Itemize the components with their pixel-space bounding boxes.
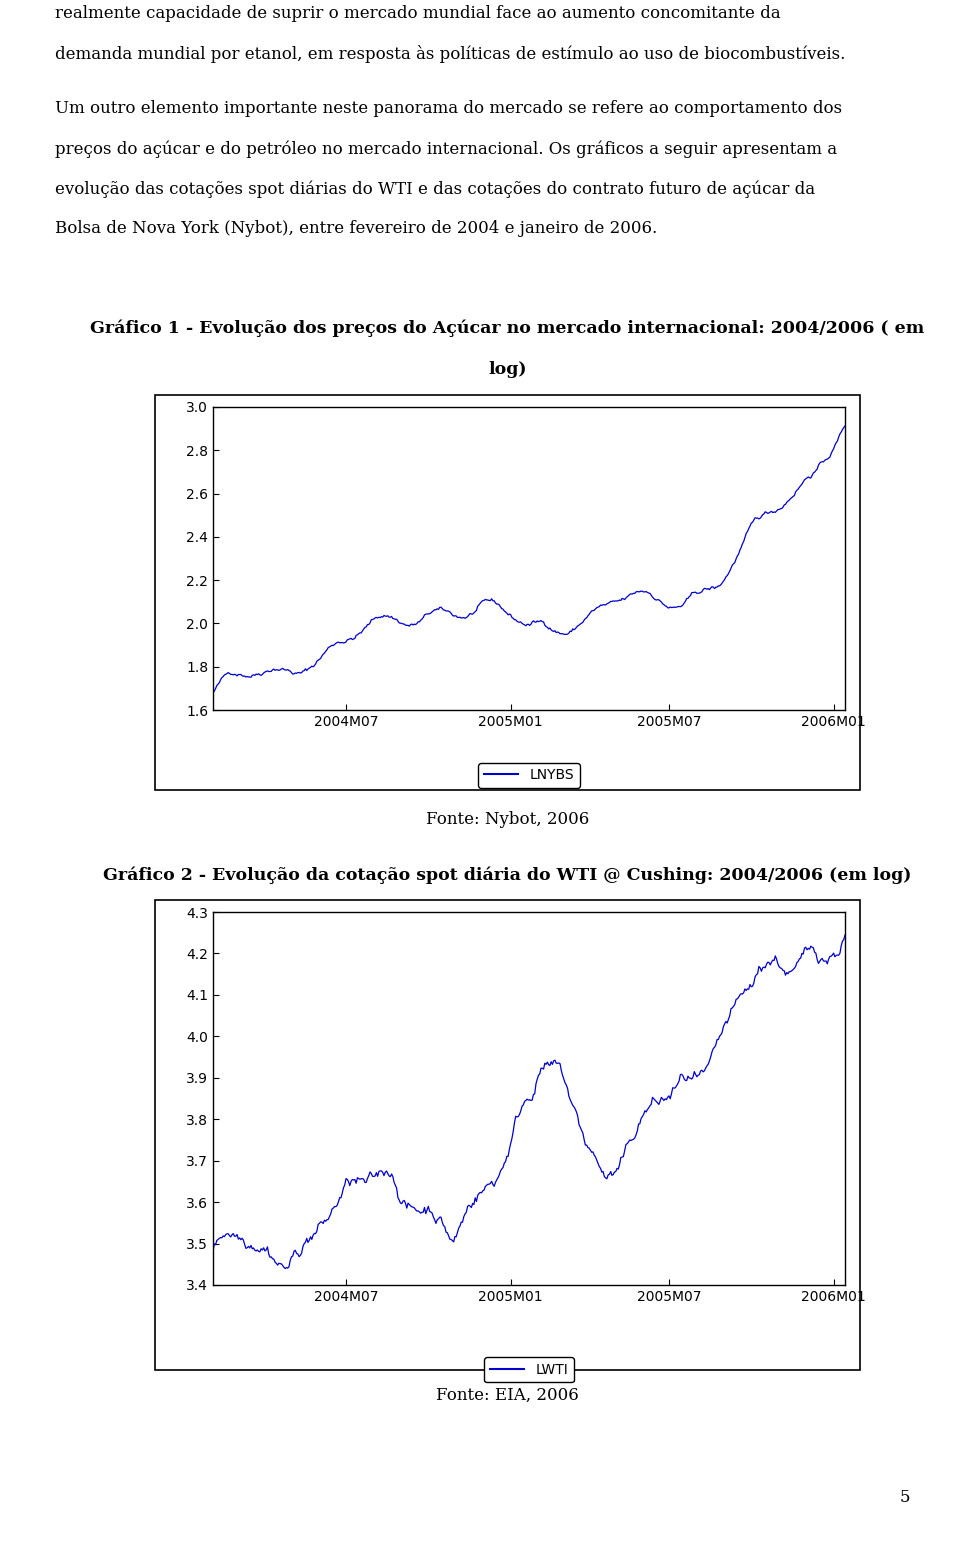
Text: demanda mundial por etanol, em resposta às políticas de estímulo ao uso de bioco: demanda mundial por etanol, em resposta … [55, 45, 846, 63]
Text: Bolsa de Nova York (Nybot), entre fevereiro de 2004 e janeiro de 2006.: Bolsa de Nova York (Nybot), entre fevere… [55, 220, 658, 237]
Text: log): log) [489, 361, 527, 378]
Text: Gráfico 2 - Evolução da cotação spot diária do WTI @ Cushing: 2004/2006 (em log): Gráfico 2 - Evolução da cotação spot diá… [104, 866, 912, 883]
Legend: LWTI: LWTI [484, 1358, 574, 1382]
Text: Um outro elemento importante neste panorama do mercado se refere ao comportament: Um outro elemento importante neste panor… [55, 100, 842, 117]
Text: Fonte: EIA, 2006: Fonte: EIA, 2006 [436, 1387, 579, 1404]
Text: evolução das cotações spot diárias do WTI e das cotações do contrato futuro de a: evolução das cotações spot diárias do WT… [55, 180, 815, 197]
Text: Gráfico 1 - Evolução dos preços do Açúcar no mercado internacional: 2004/2006 ( : Gráfico 1 - Evolução dos preços do Açúca… [90, 321, 924, 337]
Text: 5: 5 [900, 1489, 910, 1506]
Text: preços do açúcar e do petróleo no mercado internacional. Os gráficos a seguir ap: preços do açúcar e do petróleo no mercad… [55, 140, 837, 157]
Text: Fonte: Nybot, 2006: Fonte: Nybot, 2006 [426, 812, 589, 829]
Legend: LNYBS: LNYBS [478, 763, 580, 787]
Text: realmente capacidade de suprir o mercado mundial face ao aumento concomitante da: realmente capacidade de suprir o mercado… [55, 5, 780, 22]
